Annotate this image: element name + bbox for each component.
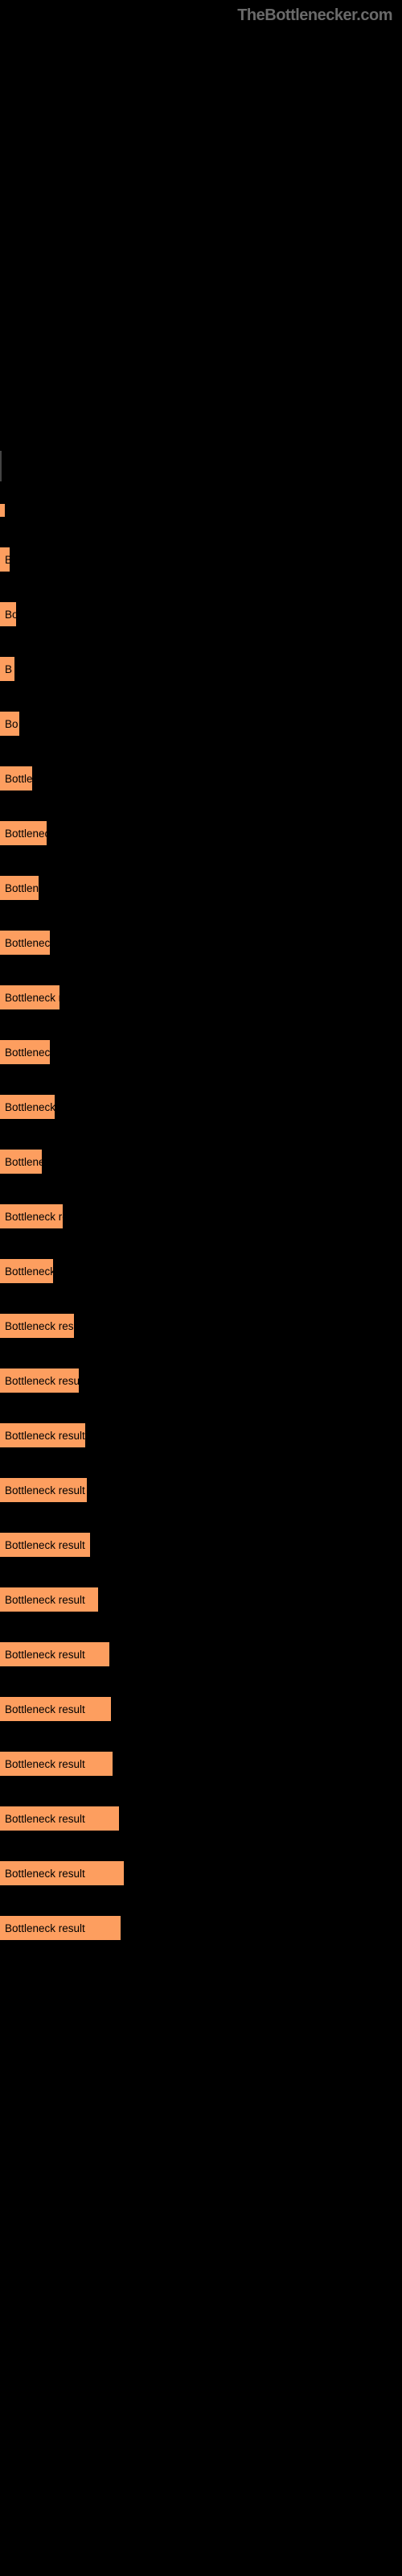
bar: Bottleneck res xyxy=(0,1259,53,1283)
bar-label: Bottleneck result xyxy=(5,1320,74,1332)
bar-label: Bottleneck result xyxy=(5,1484,85,1496)
bar: Bottleneck result xyxy=(0,1478,87,1502)
bar: Bottleneck result xyxy=(0,1314,74,1338)
bar: Bottleneck result xyxy=(0,1806,119,1831)
bar: Bottlene xyxy=(0,876,39,900)
bar-label: Bottleneck resul xyxy=(5,992,59,1004)
bar-label: Bottleneck result xyxy=(5,1649,85,1661)
bar-row: Bottleneck result xyxy=(0,1861,402,1885)
bar-label: Bottlen xyxy=(5,773,32,785)
bar-row: Bo xyxy=(0,712,402,736)
bar-row: Bottleneck result xyxy=(0,1478,402,1502)
bar: Bottleneck result xyxy=(0,1587,98,1612)
bar: Bo xyxy=(0,602,16,626)
bar: Bottleneck result xyxy=(0,1752,113,1776)
bar-chart: B Bo B Bo Bottlen Bottleneck r Bottlene Bottlen… xyxy=(0,504,402,2003)
bar-label: Bottleneck xyxy=(5,1156,42,1168)
bar: Bo xyxy=(0,712,19,736)
bar-row: Bottleneck result xyxy=(0,1916,402,1940)
bar-row: Bottleneck xyxy=(0,1150,402,1174)
bar-row: Bottleneck result xyxy=(0,1314,402,1338)
bar-label: Bo xyxy=(5,718,18,730)
bar-label: Bottleneck result xyxy=(5,1430,85,1442)
bar-label: Bottleneck re xyxy=(5,1046,50,1059)
bar: Bottleneck result xyxy=(0,1368,79,1393)
bar-row: Bottleneck res xyxy=(0,1095,402,1119)
bar-row: Bottleneck resul xyxy=(0,985,402,1009)
bar: B xyxy=(0,547,10,572)
bar-row: Bottleneck result xyxy=(0,1806,402,1831)
bar xyxy=(0,504,5,517)
bar: Bottleneck result xyxy=(0,1204,63,1228)
bar-row: Bottleneck result xyxy=(0,1697,402,1721)
watermark-text: TheBottlenecker.com xyxy=(237,6,392,25)
bar-label: Bottleneck result xyxy=(5,1758,85,1770)
bar: B xyxy=(0,657,14,681)
bar: Bottleneck result xyxy=(0,1916,121,1940)
bar-label: B xyxy=(5,663,12,675)
bar-row: Bottlen xyxy=(0,766,402,791)
axis-divider xyxy=(0,451,402,481)
bar-label: Bo xyxy=(5,609,16,621)
bar: Bottleneck xyxy=(0,1150,42,1174)
bar-row: Bottleneck result xyxy=(0,1587,402,1612)
bar-label: Bottleneck result xyxy=(5,1868,85,1880)
bar-label: Bottlene xyxy=(5,882,39,894)
bar-label: Bottleneck result xyxy=(5,1594,85,1606)
bar-label: Bottleneck result xyxy=(5,1703,85,1715)
bar-row: Bottleneck result xyxy=(0,1642,402,1666)
bar-row: B xyxy=(0,657,402,681)
bar-row: Bottleneck res xyxy=(0,1259,402,1283)
bar: Bottleneck result xyxy=(0,1697,111,1721)
bar-label: Bottleneck result xyxy=(5,1813,85,1825)
bar-label: B xyxy=(5,554,10,566)
bar-row: Bottleneck re xyxy=(0,931,402,955)
bar-row: Bottleneck r xyxy=(0,821,402,845)
top-spacer xyxy=(0,0,402,451)
bar: Bottleneck result xyxy=(0,1533,90,1557)
bar: Bottlen xyxy=(0,766,32,791)
bar: Bottleneck res xyxy=(0,1095,55,1119)
bar-row xyxy=(0,504,402,517)
bar: Bottleneck result xyxy=(0,1423,85,1447)
bar-row: Bottleneck result xyxy=(0,1752,402,1776)
bar-row: Bottlene xyxy=(0,876,402,900)
bar: Bottleneck re xyxy=(0,931,50,955)
bar-label: Bottleneck result xyxy=(5,1539,85,1551)
bar: Bottleneck r xyxy=(0,821,47,845)
bar: Bottleneck result xyxy=(0,1861,124,1885)
bar-label: Bottleneck re xyxy=(5,937,50,949)
bar-row: Bottleneck result xyxy=(0,1368,402,1393)
bar: Bottleneck re xyxy=(0,1040,50,1064)
bar-label: Bottleneck result xyxy=(5,1375,79,1387)
bar-label: Bottleneck r xyxy=(5,828,47,840)
bar-row: Bottleneck result xyxy=(0,1423,402,1447)
bar-label: Bottleneck result xyxy=(5,1922,85,1934)
bar-row: B xyxy=(0,547,402,572)
bar-label: Bottleneck res xyxy=(5,1101,55,1113)
bar-label: Bottleneck result xyxy=(5,1211,63,1223)
bar-row: Bottleneck re xyxy=(0,1040,402,1064)
bar: Bottleneck result xyxy=(0,1642,109,1666)
bar-label: Bottleneck res xyxy=(5,1265,53,1278)
bar: Bottleneck resul xyxy=(0,985,59,1009)
bar-row: Bottleneck result xyxy=(0,1533,402,1557)
bar-row: Bo xyxy=(0,602,402,626)
bar-row: Bottleneck result xyxy=(0,1204,402,1228)
